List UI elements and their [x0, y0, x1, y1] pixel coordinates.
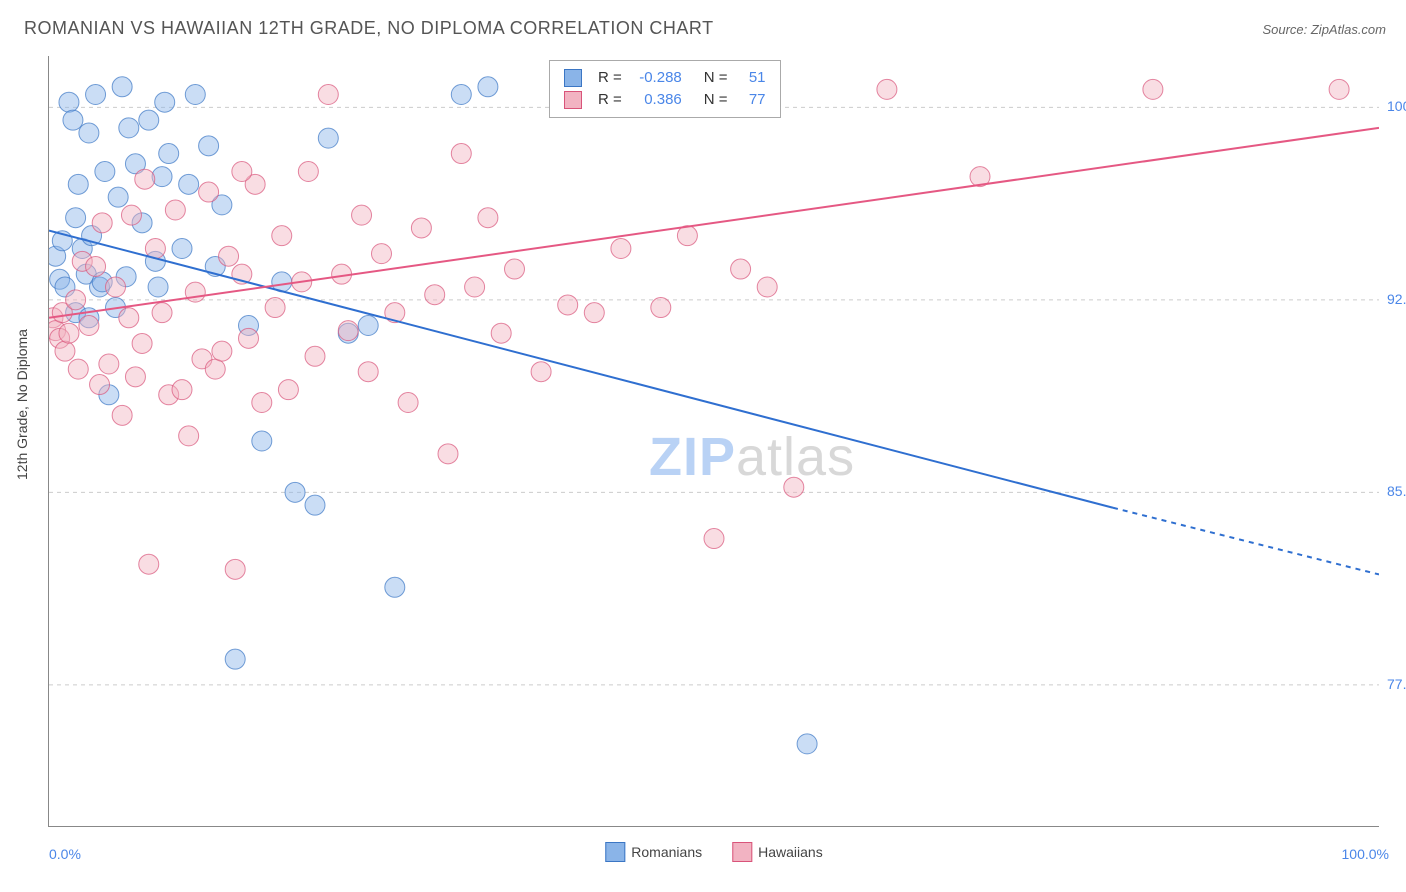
- n-value-1: 77: [738, 89, 766, 111]
- scatter-plot-area: ZIPatlas R = -0.288 N = 51 R = 0.386 N =…: [48, 56, 1379, 827]
- x-axis-min-label: 0.0%: [49, 846, 81, 862]
- r-value-0: -0.288: [632, 67, 682, 89]
- stats-row-series-1: R = 0.386 N = 77: [564, 89, 766, 111]
- stats-legend-box: R = -0.288 N = 51 R = 0.386 N = 77: [549, 60, 781, 118]
- x-axis-max-label: 100.0%: [1342, 846, 1389, 862]
- legend-item-0: Romanians: [605, 842, 702, 862]
- n-value-0: 51: [738, 67, 766, 89]
- legend-label-1: Hawaiians: [758, 844, 823, 860]
- square-swatch-icon: [564, 69, 582, 87]
- r-label: R =: [598, 89, 622, 111]
- n-label: N =: [704, 89, 728, 111]
- r-label: R =: [598, 67, 622, 89]
- y-tick-label: 100.0%: [1387, 98, 1406, 114]
- source-attribution: Source: ZipAtlas.com: [1262, 22, 1386, 37]
- r-value-1: 0.386: [632, 89, 682, 111]
- square-swatch-icon: [564, 91, 582, 109]
- legend-label-0: Romanians: [631, 844, 702, 860]
- square-swatch-icon: [605, 842, 625, 862]
- source-label: Source:: [1262, 22, 1310, 37]
- y-tick-label: 92.5%: [1387, 291, 1406, 307]
- legend-item-1: Hawaiians: [732, 842, 823, 862]
- y-tick-label: 77.5%: [1387, 676, 1406, 692]
- stats-row-series-0: R = -0.288 N = 51: [564, 67, 766, 89]
- square-swatch-icon: [732, 842, 752, 862]
- n-label: N =: [704, 67, 728, 89]
- y-axis-label: 12th Grade, No Diploma: [14, 329, 30, 480]
- chart-title: ROMANIAN VS HAWAIIAN 12TH GRADE, NO DIPL…: [24, 18, 714, 39]
- legend-bottom: Romanians Hawaiians: [605, 842, 822, 862]
- y-tick-label: 85.0%: [1387, 483, 1406, 499]
- source-name: ZipAtlas.com: [1311, 22, 1386, 37]
- plot-svg: [49, 56, 1379, 826]
